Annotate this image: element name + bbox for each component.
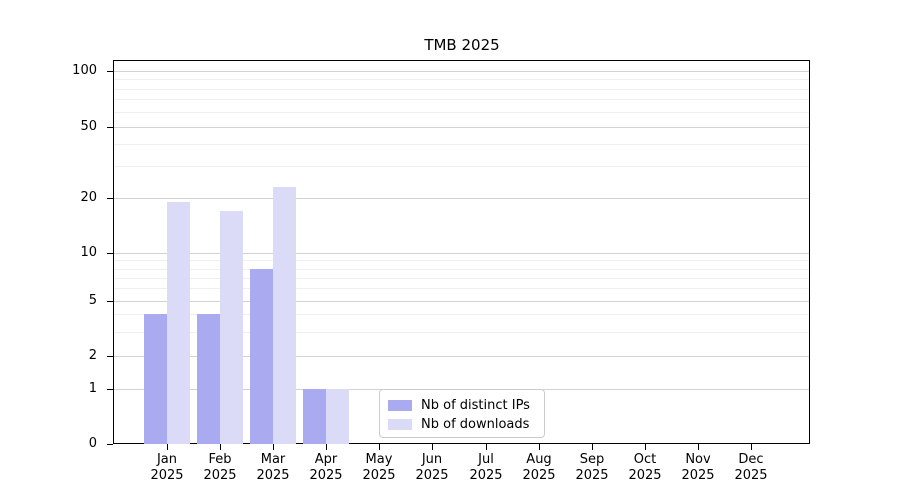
y-tick-mark: [107, 71, 113, 72]
y-tick-mark: [107, 389, 113, 390]
x-tick-label: Sep 2025: [562, 452, 622, 484]
gridline-minor: [114, 79, 809, 80]
x-tick-label-year: 2025: [734, 468, 768, 483]
y-tick-label: 20: [80, 190, 97, 205]
x-tick-label-year: 2025: [681, 468, 715, 483]
gridline-minor: [114, 143, 809, 145]
gridline-minor: [114, 260, 809, 262]
x-tick-mark: [486, 444, 487, 450]
bar-downloads: [326, 389, 350, 444]
x-tick-label-year: 2025: [628, 468, 662, 483]
x-tick-label: Aug 2025: [509, 452, 569, 484]
x-tick-label-year: 2025: [522, 468, 556, 483]
x-tick-label-year: 2025: [362, 468, 396, 483]
bar-distinct-ips: [144, 314, 167, 444]
y-tick-mark: [107, 198, 113, 199]
x-tick-mark: [751, 444, 752, 450]
legend-entry-downloads: Nb of downloads: [388, 415, 536, 434]
x-tick-label: Dec 2025: [721, 452, 781, 484]
y-tick-label: 1: [88, 381, 97, 396]
x-tick-mark: [539, 444, 540, 450]
gridline-minor: [114, 277, 809, 279]
x-tick-mark: [326, 444, 327, 450]
y-tick-mark: [107, 127, 113, 128]
x-tick-mark: [645, 444, 646, 450]
legend-label-downloads: Nb of downloads: [421, 417, 530, 432]
x-tick-label-year: 2025: [150, 468, 184, 483]
y-tick-mark: [107, 253, 113, 254]
y-tick-label: 5: [88, 293, 97, 308]
gridline-major: [114, 356, 809, 357]
bar-distinct-ips: [303, 389, 327, 444]
x-tick-label-year: 2025: [575, 468, 609, 483]
y-tick-label: 2: [88, 348, 97, 363]
x-tick-label-year: 2025: [415, 468, 449, 483]
y-tick-mark: [107, 444, 113, 445]
bar-downloads: [220, 210, 244, 444]
bar-downloads: [273, 186, 297, 444]
gridline-minor: [114, 314, 809, 316]
gridline-minor: [114, 331, 809, 333]
y-tick-label: 0: [88, 436, 97, 451]
x-tick-label: Jan 2025: [137, 452, 197, 484]
legend: Nb of distinct IPs Nb of downloads: [379, 389, 545, 438]
chart-title: TMB 2025: [424, 36, 500, 54]
legend-swatch-downloads: [388, 419, 412, 430]
y-tick-label: 50: [80, 119, 97, 134]
x-tick-mark: [273, 444, 274, 450]
gridline-minor: [114, 268, 809, 270]
x-tick-label: Jun 2025: [402, 452, 462, 484]
x-tick-label: Nov 2025: [668, 452, 728, 484]
gridline-major: [114, 301, 809, 302]
x-tick-mark: [379, 444, 380, 450]
gridline-minor: [114, 99, 809, 101]
legend-label-distinct-ips: Nb of distinct IPs: [421, 398, 530, 413]
y-tick-mark: [107, 301, 113, 302]
y-tick-label: 100: [72, 63, 97, 78]
gridline-major: [114, 126, 809, 128]
y-tick-label: 10: [80, 245, 97, 260]
x-tick-mark: [592, 444, 593, 450]
legend-swatch-distinct-ips: [388, 400, 412, 411]
x-tick-label: May 2025: [349, 452, 409, 484]
x-tick-label-year: 2025: [256, 468, 290, 483]
gridline-minor: [114, 166, 809, 168]
bar-distinct-ips: [250, 268, 274, 444]
x-tick-label: Mar 2025: [243, 452, 303, 484]
gridline-major: [114, 70, 809, 72]
legend-entry-distinct-ips: Nb of distinct IPs: [388, 396, 536, 415]
gridline-major: [114, 253, 809, 254]
x-tick-mark: [220, 444, 221, 450]
gridline-minor: [114, 111, 809, 113]
plot-area: [113, 60, 810, 444]
x-tick-label-year: 2025: [309, 468, 343, 483]
y-tick-mark: [107, 356, 113, 357]
x-tick-label: Jul 2025: [456, 452, 516, 484]
x-tick-label-year: 2025: [203, 468, 237, 483]
x-tick-mark: [167, 444, 168, 450]
x-tick-mark: [432, 444, 433, 450]
x-tick-label: Apr 2025: [296, 452, 356, 484]
x-tick-mark: [698, 444, 699, 450]
bar-distinct-ips: [197, 314, 221, 444]
x-tick-label-year: 2025: [469, 468, 503, 483]
gridline-minor: [114, 288, 809, 290]
gridline-major: [114, 197, 809, 199]
gridline-minor: [114, 88, 809, 90]
bar-downloads: [167, 201, 190, 444]
x-tick-label: Oct 2025: [615, 452, 675, 484]
x-tick-label: Feb 2025: [190, 452, 250, 484]
